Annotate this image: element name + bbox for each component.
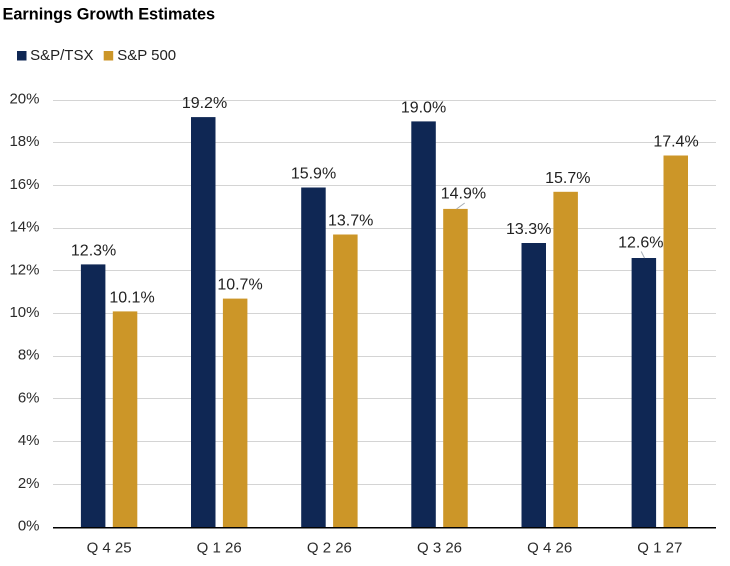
svg-text:12.6%: 12.6% <box>618 235 663 252</box>
svg-text:13.3%: 13.3% <box>506 221 551 238</box>
svg-text:Q 4 26: Q 4 26 <box>527 539 572 556</box>
svg-text:17.4%: 17.4% <box>653 134 698 151</box>
svg-text:10.1%: 10.1% <box>109 289 154 306</box>
svg-text:Q 1 26: Q 1 26 <box>197 539 242 556</box>
svg-text:Q 1 27: Q 1 27 <box>637 539 682 556</box>
svg-text:16%: 16% <box>9 176 39 193</box>
svg-text:Earnings Growth Estimates: Earnings Growth Estimates <box>3 5 216 23</box>
svg-text:18%: 18% <box>9 133 39 150</box>
svg-text:Q 2 26: Q 2 26 <box>307 539 352 556</box>
svg-text:8%: 8% <box>18 347 40 364</box>
svg-text:14%: 14% <box>9 219 39 236</box>
svg-text:15.7%: 15.7% <box>545 170 590 187</box>
svg-text:15.9%: 15.9% <box>291 166 336 183</box>
svg-text:12.3%: 12.3% <box>71 242 116 259</box>
svg-text:19.0%: 19.0% <box>401 99 446 116</box>
svg-text:10%: 10% <box>9 304 39 321</box>
svg-text:13.7%: 13.7% <box>328 213 373 230</box>
svg-text:Q 4 25: Q 4 25 <box>87 539 132 556</box>
svg-text:14.9%: 14.9% <box>441 185 486 202</box>
svg-text:S&P/TSX: S&P/TSX <box>30 47 93 64</box>
svg-text:Q 3 26: Q 3 26 <box>417 539 462 556</box>
svg-text:10.7%: 10.7% <box>217 277 262 294</box>
svg-text:6%: 6% <box>18 389 40 406</box>
svg-text:4%: 4% <box>18 432 40 449</box>
svg-text:12%: 12% <box>9 261 39 278</box>
svg-text:20%: 20% <box>9 91 39 108</box>
svg-text:0%: 0% <box>18 518 40 535</box>
svg-text:S&P 500: S&P 500 <box>117 47 176 64</box>
svg-text:2%: 2% <box>18 475 40 492</box>
svg-text:19.2%: 19.2% <box>182 95 227 112</box>
